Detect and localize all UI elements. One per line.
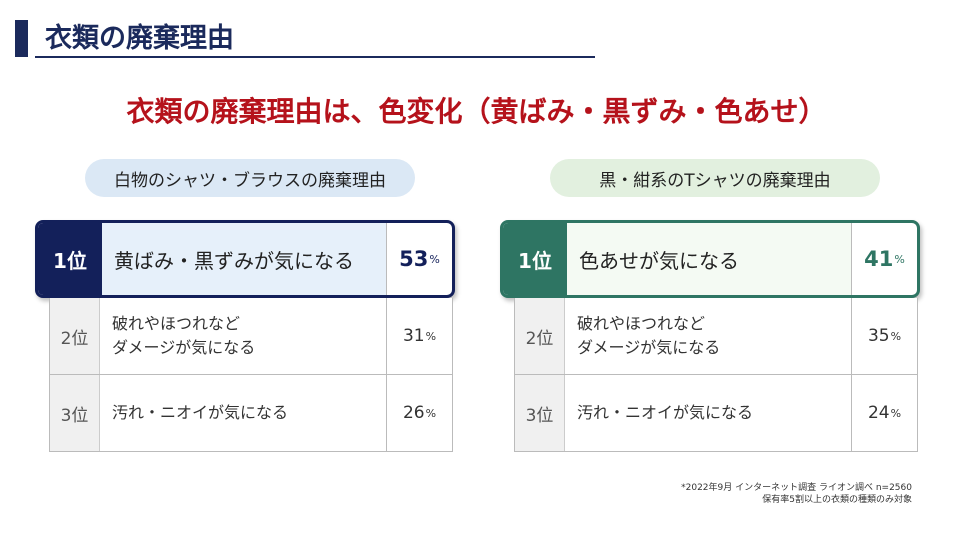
reason-line: 破れやほつれなど: [112, 314, 241, 333]
slide-title: 衣類の廃棄理由: [45, 23, 234, 54]
percent-unit: %: [425, 406, 437, 420]
reason-line: 汚れ・ニオイが気になる: [577, 403, 754, 422]
percent: 31%: [386, 298, 452, 374]
footnote: *2022年9月 インターネット調査 ライオン調べ n=2560 保有率5割以上…: [681, 482, 912, 506]
reason-line: 汚れ・ニオイが気になる: [112, 403, 289, 422]
rank: 2位: [515, 298, 565, 374]
title-bar: [15, 20, 28, 57]
ranking-row: 3位 汚れ・ニオイが気になる 26%: [49, 375, 453, 452]
percent: 53%: [386, 223, 452, 295]
reason: 黄ばみ・黒ずみが気になる: [102, 223, 386, 295]
reason-line: 黄ばみ・黒ずみが気になる: [114, 248, 354, 273]
rank: 2位: [50, 298, 100, 374]
rank: 3位: [50, 375, 100, 451]
reason: 破れやほつれなど ダメージが気になる: [565, 298, 851, 374]
percent-value: 53: [399, 247, 429, 271]
reason-line: ダメージが気になる: [112, 338, 256, 357]
reason-line: 破れやほつれなど: [577, 314, 706, 333]
percent-value: 31: [402, 326, 425, 346]
ranking-row: 3位 汚れ・ニオイが気になる 24%: [514, 375, 918, 452]
ranking-row: 2位 破れやほつれなど ダメージが気になる 31%: [49, 298, 453, 375]
headline: 衣類の廃棄理由は、色変化（黄ばみ・黒ずみ・色あせ）: [126, 95, 827, 128]
percent: 35%: [851, 298, 917, 374]
reason: 破れやほつれなど ダメージが気になる: [100, 298, 386, 374]
rank: 1位: [38, 223, 102, 295]
percent-value: 26: [402, 403, 425, 423]
panel-label: 黒・紺系のTシャツの廃棄理由: [550, 159, 880, 197]
reason: 汚れ・ニオイが気になる: [565, 375, 851, 451]
percent-unit: %: [890, 329, 902, 343]
reason: 色あせが気になる: [567, 223, 851, 295]
rank: 3位: [515, 375, 565, 451]
percent-unit: %: [894, 252, 905, 266]
panel-label: 白物のシャツ・ブラウスの廃棄理由: [85, 159, 415, 197]
percent-unit: %: [890, 406, 902, 420]
ranking-row: 1位 色あせが気になる 41%: [500, 220, 920, 298]
percent-value: 24: [867, 403, 890, 423]
reason-line: ダメージが気になる: [577, 338, 721, 357]
percent: 26%: [386, 375, 452, 451]
footnote-line: 保有率5割以上の衣類の種類のみ対象: [762, 495, 912, 505]
percent-value: 41: [864, 247, 894, 271]
percent-unit: %: [429, 252, 440, 266]
percent: 41%: [851, 223, 917, 295]
ranking-row: 1位 黄ばみ・黒ずみが気になる 53%: [35, 220, 455, 298]
title-underline: [35, 56, 595, 58]
footnote-line: *2022年9月 インターネット調査 ライオン調べ n=2560: [681, 483, 912, 493]
percent: 24%: [851, 375, 917, 451]
reason-line: 色あせが気になる: [579, 248, 739, 273]
reason: 汚れ・ニオイが気になる: [100, 375, 386, 451]
ranking-row: 2位 破れやほつれなど ダメージが気になる 35%: [514, 298, 918, 375]
percent-value: 35: [867, 326, 890, 346]
rank: 1位: [503, 223, 567, 295]
percent-unit: %: [425, 329, 437, 343]
